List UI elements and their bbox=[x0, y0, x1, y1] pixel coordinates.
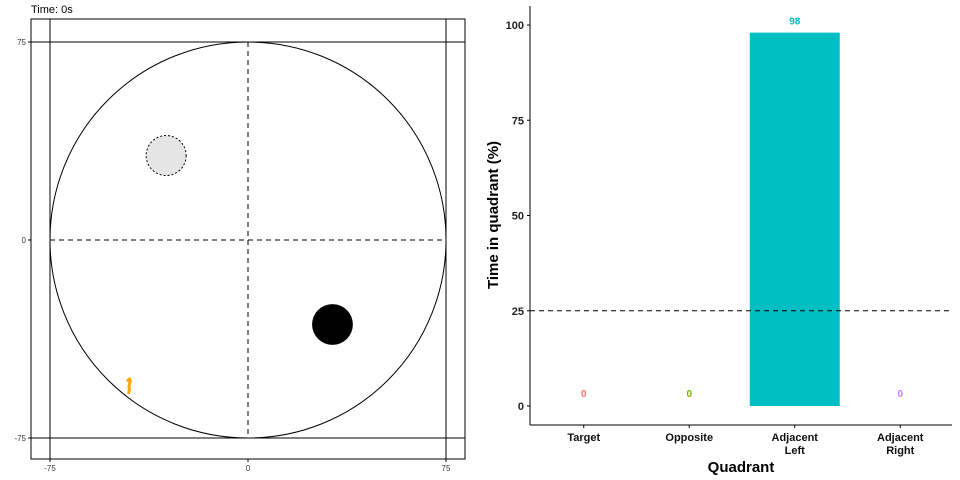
y-tick-label: -75 bbox=[14, 434, 26, 443]
data-label: 0 bbox=[686, 389, 692, 400]
data-label: 0 bbox=[897, 389, 903, 400]
data-label: 98 bbox=[789, 17, 801, 28]
pool-plot: -75 0 75 -75 0 75 bbox=[14, 18, 466, 473]
platform-circle bbox=[145, 135, 187, 177]
y-tick-label: 0 bbox=[518, 401, 524, 413]
bar bbox=[749, 32, 840, 407]
x-tick-label: Right bbox=[886, 445, 914, 457]
start-marker bbox=[312, 304, 353, 345]
data-label: 0 bbox=[581, 389, 587, 400]
y-tick-label: 50 bbox=[512, 211, 524, 223]
x-tick-label: Adjacent bbox=[772, 432, 819, 444]
x-tick-label: Target bbox=[567, 432, 600, 444]
x-tick-label: Left bbox=[785, 445, 806, 457]
y-axis-title: Time in quadrant (%) bbox=[485, 141, 502, 289]
swim-path bbox=[126, 377, 132, 395]
x-tick-label: -75 bbox=[44, 464, 56, 473]
time-label: Time: 0s bbox=[31, 4, 73, 16]
x-tick-label: Adjacent bbox=[877, 432, 924, 444]
y-tick-label: 100 bbox=[506, 20, 524, 32]
y-tick-label: 75 bbox=[17, 38, 26, 47]
y-tick-label: 0 bbox=[22, 236, 27, 245]
x-tick-label: Opposite bbox=[665, 432, 713, 444]
x-axis-title: Quadrant bbox=[708, 459, 775, 476]
x-tick-label: 0 bbox=[246, 464, 251, 473]
y-tick-label: 75 bbox=[512, 115, 524, 127]
x-tick-label: 75 bbox=[442, 464, 451, 473]
y-tick-label: 25 bbox=[512, 306, 524, 318]
